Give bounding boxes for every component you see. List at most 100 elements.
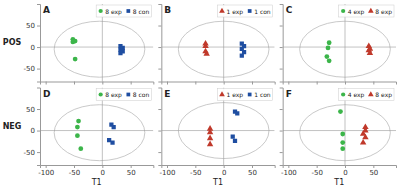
plot-area: [161, 4, 274, 82]
point: [327, 58, 332, 63]
x-tick: 50: [248, 165, 257, 177]
point: [340, 132, 345, 137]
y-axis-line: [158, 5, 162, 83]
x-tick-label: 50: [369, 169, 378, 177]
point: [231, 134, 235, 138]
panel-label: E: [164, 89, 170, 99]
point: [367, 49, 373, 55]
crosshair-h: [161, 130, 274, 131]
row-label: POS: [3, 38, 22, 47]
x-tick: -100: [38, 165, 54, 177]
y-axis: [158, 5, 162, 83]
x-tick-label: 0: [343, 169, 347, 177]
x-tick-mark: [224, 165, 225, 168]
y-tick-mark: [158, 131, 161, 132]
series: [118, 44, 125, 55]
x-tick: 50: [127, 165, 136, 177]
row-label: NEG: [3, 122, 22, 131]
legend-label: 8 exp: [375, 8, 392, 16]
x-tick-mark: [102, 82, 103, 85]
legend-box: [96, 89, 151, 101]
panel: C 4 exp 8 exp: [280, 4, 397, 85]
x-tick-label: -100: [281, 169, 297, 177]
point: [75, 133, 80, 138]
legend-box: [96, 5, 151, 17]
y-tick: [158, 69, 161, 70]
x-axis-title: T1: [212, 178, 223, 187]
x-tick: [46, 82, 47, 85]
x-tick-mark: [74, 82, 75, 85]
plot-area: [161, 88, 274, 166]
x-tick-label: 50: [248, 169, 257, 177]
point: [362, 134, 368, 140]
y-axis: [280, 5, 284, 83]
point: [240, 54, 244, 58]
x-tick: [317, 82, 318, 85]
x-axis: [162, 82, 275, 85]
legend-item: 4 exp: [341, 8, 364, 16]
point: [112, 125, 116, 129]
ellipse: [54, 21, 145, 77]
x-tick-label: 0: [101, 169, 105, 177]
panel: -100-50050FT14 exp8 exp: [280, 88, 397, 187]
y-tick-label: -50: [24, 149, 35, 157]
x-axis-line: [162, 82, 275, 85]
plot-area: [40, 4, 153, 82]
plot-area: [283, 88, 396, 166]
y-tick-mark: [280, 131, 283, 132]
legend-marker: [341, 9, 345, 13]
series: [366, 42, 374, 54]
y-tick: [158, 131, 161, 132]
point: [76, 119, 81, 124]
x-tick-mark: [288, 165, 289, 168]
x-tick-mark: [195, 165, 196, 168]
y-tick-mark: [158, 69, 161, 70]
x-tick-mark: [252, 82, 253, 85]
legend-marker: [126, 9, 130, 13]
x-tick-mark: [46, 82, 47, 85]
series: [70, 37, 77, 62]
y-axis: -50050: [24, 5, 41, 83]
legend-marker: [99, 9, 103, 13]
point: [235, 111, 239, 115]
x-tick-label: -50: [69, 169, 80, 177]
x-axis: -100 -50 0 50: [38, 165, 154, 177]
series: [360, 123, 369, 144]
legend-box: [339, 5, 394, 17]
crosshair-h: [40, 47, 153, 48]
x-tick-label: -100: [160, 169, 176, 177]
series: [202, 40, 210, 56]
y-tick: [280, 69, 283, 70]
point: [340, 140, 345, 145]
y-tick-mark: [37, 26, 40, 27]
panel-label: D: [43, 89, 50, 99]
y-tick: [158, 152, 161, 153]
x-axis-line: [283, 166, 396, 169]
point: [207, 135, 213, 141]
x-axis: -100-50050: [160, 165, 276, 177]
y-tick-label: 0: [31, 127, 35, 135]
series: [107, 122, 116, 144]
legend-item: 8 exp: [99, 91, 122, 99]
x-tick-mark: [195, 82, 196, 85]
x-tick: [345, 82, 346, 85]
y-tick: 0: [31, 44, 40, 52]
x-axis-line: [162, 166, 275, 169]
x-tick: -50: [190, 165, 201, 177]
y-tick-mark: [158, 26, 161, 27]
y-axis: [158, 88, 162, 166]
point: [324, 54, 329, 59]
point: [340, 146, 345, 151]
legend: 1 exp1 con: [217, 89, 272, 101]
x-tick: 0: [101, 165, 105, 177]
legend-marker: [248, 9, 252, 13]
x-tick-label: -50: [190, 169, 201, 177]
legend-label: 8 con: [133, 91, 150, 98]
x-tick-mark: [373, 82, 374, 85]
x-tick-mark: [288, 82, 289, 85]
x-axis-title: T1: [91, 178, 102, 187]
x-tick: 0: [343, 165, 347, 177]
x-tick-label: -50: [311, 169, 322, 177]
x-tick-label: 50: [127, 169, 136, 177]
panel-label: C: [286, 5, 293, 15]
